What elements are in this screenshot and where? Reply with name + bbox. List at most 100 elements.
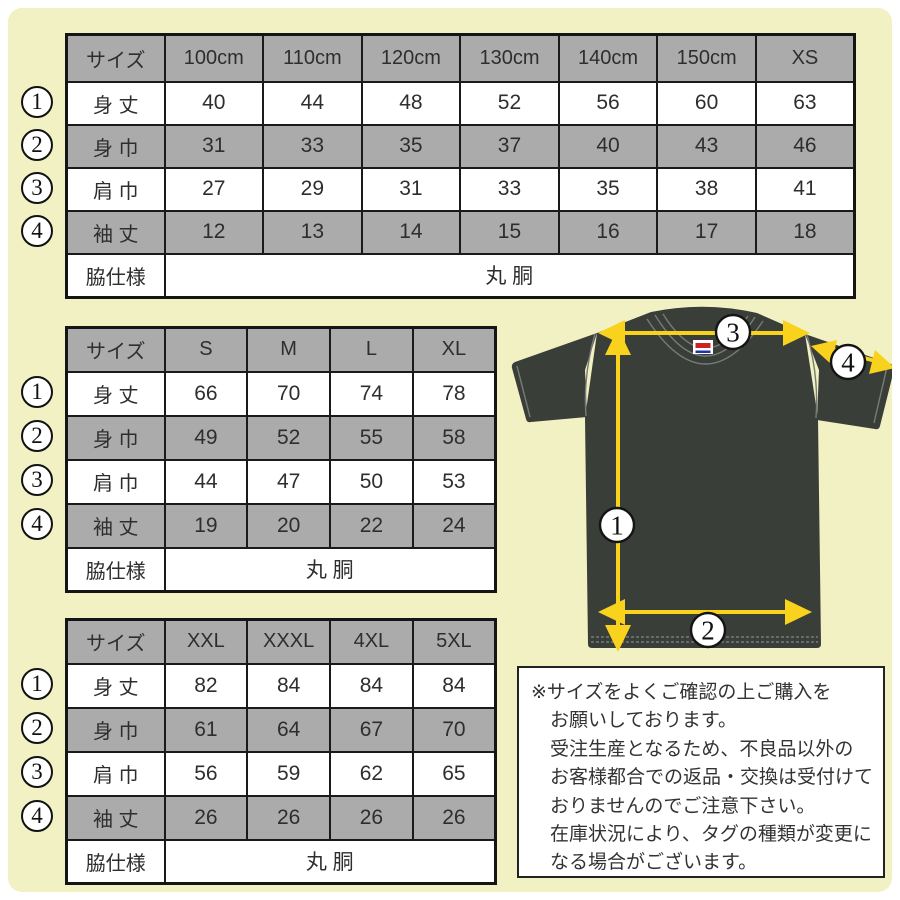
notice-line: 受注生産となるため、不良品以外の — [550, 738, 854, 760]
footer-value-cell: 丸 胴 — [163, 838, 497, 885]
value-cell: 53 — [411, 458, 497, 505]
footer-label-cell: 脇仕様 — [65, 252, 166, 299]
big-sizes-grid: サイズ XXL XXXL 4XL 5XL 身 丈 82 84 84 84 身 巾 61 64 67 70 肩 … — [65, 618, 497, 885]
value-cell: 35 — [557, 166, 659, 212]
value-cell: 26 — [246, 794, 331, 841]
measure-label-cell: 袖 丈 — [65, 209, 166, 255]
size-header-cell: サイズ — [65, 618, 166, 665]
row-number-badge: 1 — [21, 85, 53, 118]
value-cell: 16 — [557, 209, 659, 255]
column-header-cell: 4XL — [329, 618, 414, 665]
value-cell: 47 — [246, 458, 331, 505]
row-number-badge: 2 — [21, 420, 53, 452]
measure-label-cell: 身 丈 — [65, 662, 166, 709]
notice-line: なる場合がございます。 — [550, 852, 758, 874]
value-cell: 40 — [163, 80, 265, 126]
column-header-cell: 110cm — [262, 33, 363, 83]
column-header-cell: XL — [411, 326, 497, 373]
column-header-cell: 120cm — [360, 33, 462, 83]
value-cell: 50 — [329, 458, 414, 505]
tshirt-measure-diagram: 3 4 1 2 — [511, 306, 892, 652]
value-cell: 61 — [163, 706, 249, 753]
measure-label-cell: 身 巾 — [65, 414, 166, 461]
value-cell: 60 — [656, 80, 757, 126]
measure-label-cell: 肩 巾 — [65, 166, 166, 212]
value-cell: 27 — [163, 166, 265, 212]
column-header-cell: XS — [754, 33, 856, 83]
column-header-cell: M — [246, 326, 331, 373]
row-number-badge: 1 — [21, 668, 53, 700]
measure-label-cell: 肩 巾 — [65, 458, 166, 505]
value-cell: 58 — [411, 414, 497, 461]
value-cell: 56 — [557, 80, 659, 126]
value-cell: 26 — [329, 794, 414, 841]
value-cell: 22 — [329, 502, 414, 549]
notice-line: 在庫状況により、タグの種類が変更に — [550, 824, 872, 846]
value-cell: 46 — [754, 123, 856, 169]
value-cell: 59 — [246, 750, 331, 797]
size-table-big: 1 2 3 4 サイズ XXL XXXL 4XL 5XL 身 丈 82 84 84 84 身 巾 61 64 67… — [21, 618, 497, 885]
value-cell: 67 — [329, 706, 414, 753]
size-header-cell: サイズ — [65, 33, 166, 83]
row-number-badge: 2 — [21, 128, 53, 161]
size-chart-canvas: 1 2 3 4 サイズ 100cm 110cm 120cm 130cm 140cm 150cm XS 身… — [8, 8, 892, 892]
row-number-badge: 3 — [21, 756, 53, 788]
value-cell: 62 — [329, 750, 414, 797]
marker-sleeve-length: 4 — [829, 343, 867, 381]
size-header-cell: サイズ — [65, 326, 166, 373]
value-cell: 38 — [656, 166, 757, 212]
row-number-badge: 4 — [21, 508, 53, 540]
notice-line: お願いしております。 — [550, 710, 737, 732]
column-header-cell: L — [329, 326, 414, 373]
value-cell: 20 — [246, 502, 331, 549]
column-header-cell: XXXL — [246, 618, 331, 665]
value-cell: 55 — [329, 414, 414, 461]
value-cell: 49 — [163, 414, 249, 461]
marker-label: 2 — [701, 615, 715, 645]
row-number-badge: 2 — [21, 712, 53, 744]
value-cell: 40 — [557, 123, 659, 169]
adult-sizes-grid: サイズ S M L XL 身 丈 66 70 74 78 身 巾 49 52 55 58 肩 巾 44 47 50 5… — [65, 326, 497, 593]
column-header-cell: 5XL — [411, 618, 497, 665]
value-cell: 44 — [163, 458, 249, 505]
measure-label-cell: 身 丈 — [65, 370, 166, 417]
value-cell: 65 — [411, 750, 497, 797]
value-cell: 66 — [163, 370, 249, 417]
kids-sizes-grid: サイズ 100cm 110cm 120cm 130cm 140cm 150cm XS 身 丈 40… — [65, 33, 856, 299]
row-number-badge: 4 — [21, 800, 53, 832]
size-table-kids: 1 2 3 4 サイズ 100cm 110cm 120cm 130cm 140cm 150cm XS 身… — [21, 33, 856, 299]
measure-label-cell: 肩 巾 — [65, 750, 166, 797]
value-cell: 41 — [754, 166, 856, 212]
arrow-markers: 3 4 1 2 — [598, 313, 867, 649]
value-cell: 13 — [262, 209, 363, 255]
value-cell: 84 — [329, 662, 414, 709]
column-header-cell: XXL — [163, 618, 249, 665]
value-cell: 82 — [163, 662, 249, 709]
value-cell: 37 — [459, 123, 560, 169]
value-cell: 43 — [656, 123, 757, 169]
value-cell: 31 — [360, 166, 462, 212]
body-length-arrow — [605, 328, 631, 652]
value-cell: 31 — [163, 123, 265, 169]
row-number-badge: 1 — [21, 376, 53, 408]
value-cell: 63 — [754, 80, 856, 126]
value-cell: 12 — [163, 209, 265, 255]
value-cell: 78 — [411, 370, 497, 417]
measure-label-cell: 身 巾 — [65, 123, 166, 169]
footer-label-cell: 脇仕様 — [65, 546, 166, 593]
value-cell: 44 — [262, 80, 363, 126]
value-cell: 15 — [459, 209, 560, 255]
value-cell: 64 — [246, 706, 331, 753]
purchase-notice-box: ※サイズをよくご確認の上ご購入を お願いしております。 受注生産となるため、不良… — [517, 666, 885, 878]
value-cell: 24 — [411, 502, 497, 549]
value-cell: 84 — [246, 662, 331, 709]
value-cell: 52 — [459, 80, 560, 126]
notice-line: おりませんのでご注意下さい。 — [550, 795, 816, 817]
value-cell: 52 — [246, 414, 331, 461]
measure-label-cell: 身 巾 — [65, 706, 166, 753]
marker-shoulder-width: 3 — [714, 313, 752, 351]
marker-label: 4 — [841, 347, 855, 377]
notice-line: お客様都合での返品・交換は受付けて — [550, 767, 874, 789]
column-header-cell: 130cm — [459, 33, 560, 83]
value-cell: 70 — [246, 370, 331, 417]
